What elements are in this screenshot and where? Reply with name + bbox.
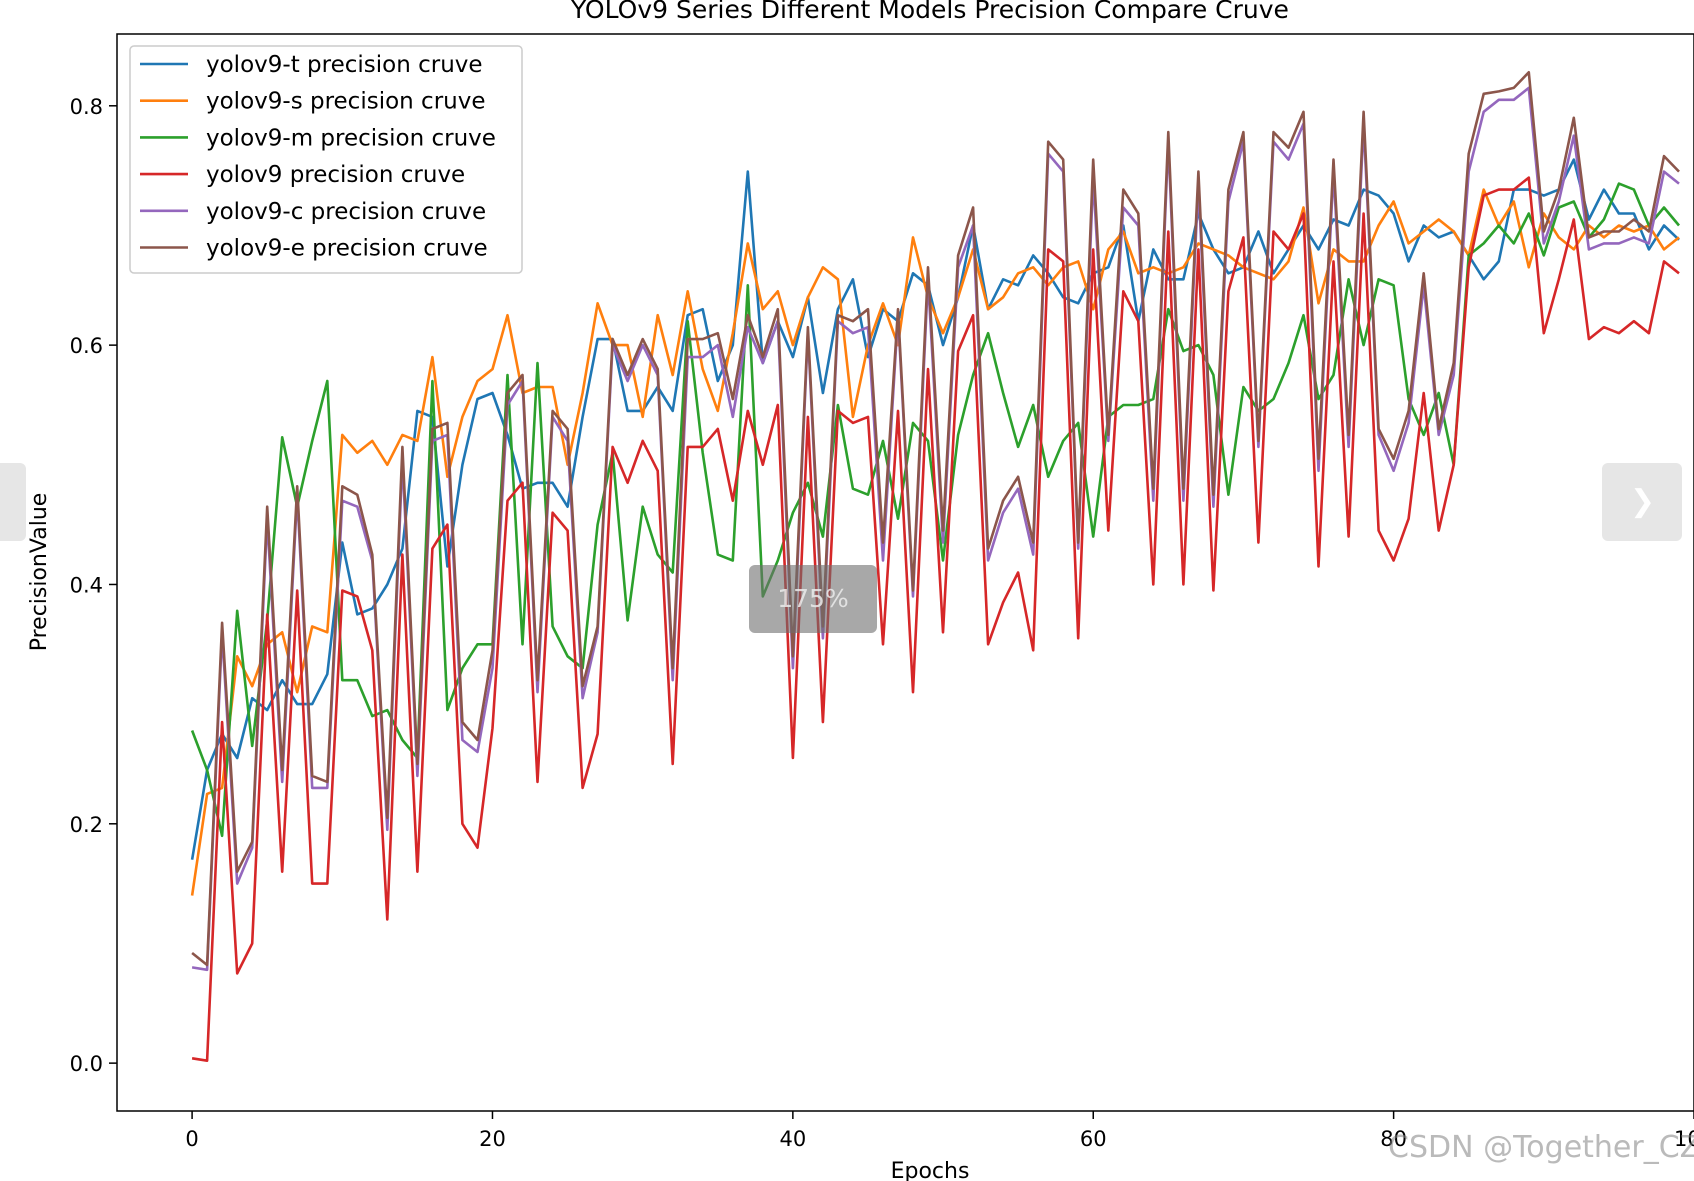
x-axis: 0 20 40 60 80 100 <box>185 1111 1694 1151</box>
x-tick-label: 80 <box>1380 1127 1407 1151</box>
previous-image-button[interactable] <box>0 463 26 541</box>
y-tick-label: 0.0 <box>70 1052 103 1076</box>
legend-entry-2: yolov9-m precision cruve <box>206 125 496 151</box>
watermark: CSDN @Together_CZ <box>1388 1130 1694 1165</box>
y-tick-label: 0.2 <box>70 813 103 837</box>
x-tick-label: 40 <box>779 1127 806 1151</box>
series-line-3 <box>191 176 1680 1062</box>
y-tick-label: 0.6 <box>70 334 103 358</box>
x-tick-label: 60 <box>1080 1127 1107 1151</box>
zoom-level-badge: 175% <box>749 565 877 633</box>
legend-entry-1: yolov9-s precision cruve <box>206 89 486 115</box>
legend-entry-5: yolov9-e precision cruve <box>206 236 488 262</box>
y-axis-label: PrecisionValue <box>27 493 52 652</box>
series-line-1 <box>190 188 1680 896</box>
x-tick-label: 100 <box>1674 1127 1694 1151</box>
series-line-5 <box>191 71 1680 967</box>
x-axis-label: Epochs <box>891 1159 970 1181</box>
x-tick-label: 0 <box>185 1127 198 1151</box>
y-tick-label: 0.4 <box>70 573 103 597</box>
legend-box <box>129 45 523 274</box>
legend-entry-0: yolov9-t precision cruve <box>206 52 483 78</box>
x-tick-label: 20 <box>479 1127 506 1151</box>
chart-title: YOLOv9 Series Different Models Precision… <box>570 0 1289 24</box>
legend-entry-4: yolov9-c precision cruve <box>206 199 486 225</box>
chevron-right-icon: ❯ <box>1630 484 1656 519</box>
y-tick-label: 0.8 <box>70 95 103 119</box>
legend: yolov9-t precision cruve yolov9-s precisi… <box>129 45 523 274</box>
legend-entry-3: yolov9 precision cruve <box>206 162 465 188</box>
next-image-button[interactable]: ❯ <box>1602 463 1682 541</box>
axes-frame <box>116 33 1694 1112</box>
y-axis: 0.0 0.2 0.4 0.6 0.8 <box>70 95 117 1076</box>
series-layer <box>190 71 1680 1062</box>
